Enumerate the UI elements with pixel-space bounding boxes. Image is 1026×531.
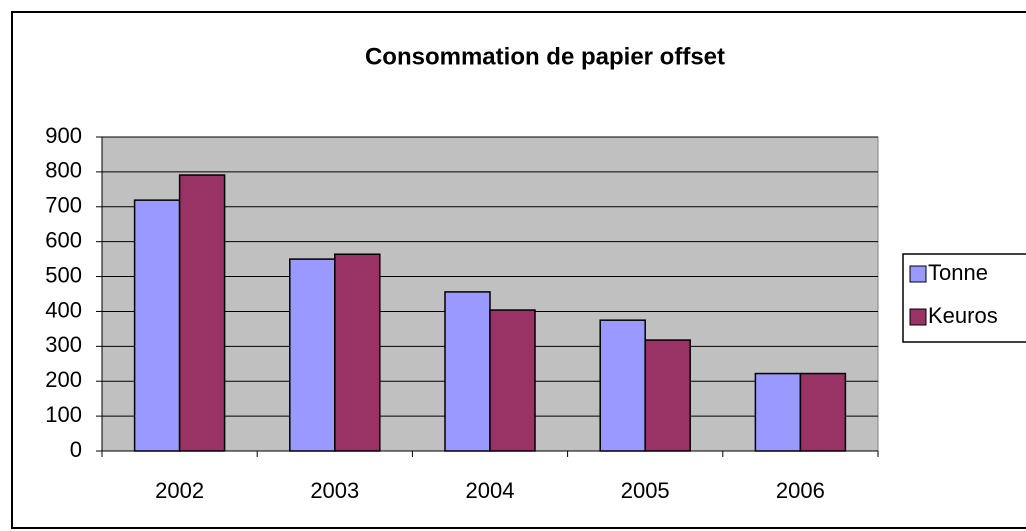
bar xyxy=(599,319,646,452)
y-tick-label: 200 xyxy=(45,367,82,392)
x-tick-label: 2006 xyxy=(776,478,825,503)
x-tick-label: 2003 xyxy=(310,478,359,503)
bar xyxy=(133,199,181,452)
y-tick-label: 500 xyxy=(45,262,82,287)
y-tick-label: 600 xyxy=(45,227,82,252)
bar xyxy=(289,258,336,452)
x-tick-label: 2004 xyxy=(466,478,515,503)
x-tick-label: 2005 xyxy=(621,478,670,503)
bar xyxy=(644,339,691,452)
chart-title: Consommation de papier offset xyxy=(365,43,725,70)
y-tick-label: 800 xyxy=(45,158,82,183)
legend-label: Keuros xyxy=(928,303,998,328)
bar xyxy=(334,253,381,452)
y-tick-label: 700 xyxy=(45,193,82,218)
y-tick-label: 300 xyxy=(45,332,82,357)
legend-label: Tonne xyxy=(928,260,988,285)
y-tick-label: 900 xyxy=(45,123,82,148)
bar xyxy=(754,372,802,452)
bar xyxy=(444,291,491,452)
bar xyxy=(799,372,847,452)
y-tick-label: 100 xyxy=(45,402,82,427)
y-tick-label: 400 xyxy=(45,297,82,322)
legend-swatch xyxy=(909,265,927,283)
bar xyxy=(178,174,226,452)
legend-swatch xyxy=(909,308,927,326)
bar xyxy=(489,309,536,452)
y-tick-label: 0 xyxy=(70,437,82,462)
x-tick-label: 2002 xyxy=(155,478,204,503)
